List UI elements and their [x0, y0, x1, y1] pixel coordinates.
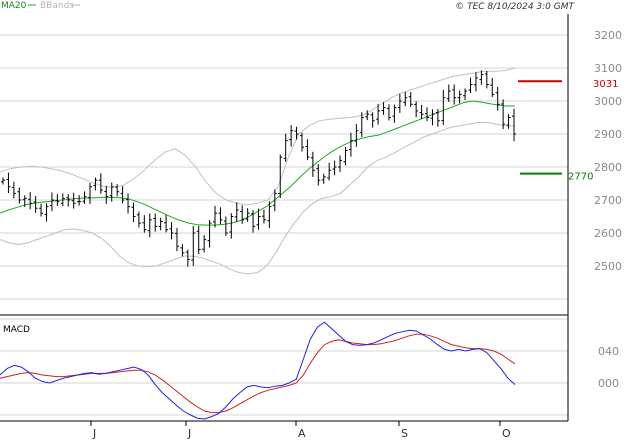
x-tick-label: J	[92, 427, 96, 440]
macd-y-tick-label: 000	[598, 377, 619, 390]
level-label-2770: 2770	[568, 172, 593, 183]
x-tick-label: J	[187, 427, 191, 440]
macd-signal-line	[0, 333, 516, 414]
level-label-3031: 3031	[593, 79, 618, 90]
bband-upper-line	[0, 67, 516, 206]
grid-layer	[0, 34, 568, 416]
macd-y-tick-label: 040	[598, 345, 619, 358]
price-y-tick-label: 2500	[594, 260, 622, 273]
axis-layer: 2500 2600 2700 2800 2900 3000 3100 3200 040 000 J J…	[0, 14, 622, 440]
bband-lower-line	[0, 122, 515, 275]
ma20-line	[0, 100, 515, 226]
series-layer: 3031 2770	[0, 67, 618, 420]
price-y-tick-label: 2800	[594, 161, 622, 174]
price-y-tick-label: 2700	[594, 194, 622, 207]
price-y-tick-label: 2600	[594, 227, 622, 240]
price-y-tick-label: 3100	[594, 62, 622, 75]
x-tick-label: O	[502, 427, 511, 440]
x-tick-label: S	[401, 427, 408, 440]
price-y-tick-label: 2900	[594, 128, 622, 141]
macd-line	[0, 321, 516, 420]
legend-ma20-label: MA20	[1, 1, 27, 11]
macd-title: MACD	[3, 325, 30, 335]
price-y-tick-label: 3000	[594, 95, 622, 108]
price-y-tick-label: 3200	[594, 29, 622, 42]
copyright-text: © TEC 8/10/2024 3:0 GMT	[455, 2, 575, 12]
legend-bbands-label: BBands	[40, 1, 74, 11]
x-tick-label: A	[298, 427, 306, 440]
